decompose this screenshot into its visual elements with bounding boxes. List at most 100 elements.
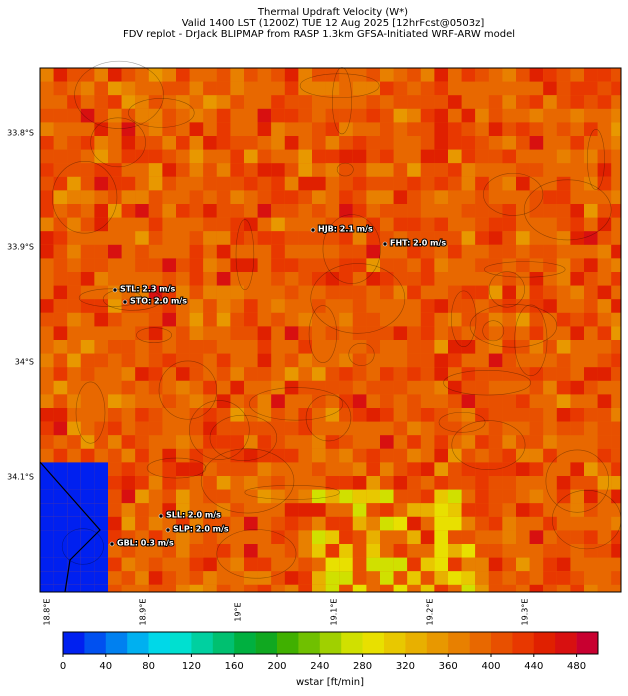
field-cell	[108, 244, 122, 259]
field-cell	[461, 231, 476, 245]
field-cell	[284, 584, 299, 592]
field-cell	[352, 544, 367, 558]
field-cell	[162, 272, 176, 286]
field-cell	[108, 340, 122, 354]
field-cell	[216, 408, 231, 422]
field-cell	[121, 68, 136, 82]
field-cell	[298, 272, 312, 286]
field-cell	[325, 68, 340, 82]
field-cell	[434, 108, 448, 123]
field-cell	[148, 312, 163, 327]
field-cell	[135, 258, 149, 272]
field-cell	[53, 272, 68, 286]
field-cell	[162, 136, 176, 150]
field-cell	[366, 244, 380, 259]
field-cell	[135, 462, 149, 476]
field-cell	[380, 380, 394, 395]
field-cell	[271, 190, 285, 204]
field-cell	[380, 285, 394, 300]
field-cell	[420, 462, 435, 476]
field-cell	[176, 163, 190, 177]
field-cell	[284, 448, 299, 463]
field-cell	[393, 326, 408, 340]
field-cell	[611, 299, 621, 313]
field-cell	[434, 571, 448, 585]
field-cell	[475, 149, 489, 164]
field-cell	[448, 231, 462, 245]
field-cell	[135, 516, 149, 531]
field-cell	[434, 81, 448, 96]
field-cell	[570, 503, 584, 517]
field-cell	[556, 231, 571, 245]
field-cell	[67, 217, 81, 232]
field-cell	[271, 571, 285, 585]
field-cell	[80, 68, 95, 82]
field-cell	[230, 136, 244, 150]
field-cell	[162, 394, 176, 408]
field-cell	[339, 380, 353, 395]
field-cell	[339, 571, 353, 585]
field-cell	[502, 462, 516, 476]
field-cell	[366, 326, 380, 340]
field-cell	[203, 435, 217, 449]
field-cell	[284, 516, 299, 531]
field-cell	[230, 462, 244, 476]
field-cell	[80, 544, 95, 558]
field-cell	[420, 108, 435, 123]
station-label: FHT: 2.0 m/s	[390, 239, 446, 248]
field-cell	[257, 340, 272, 354]
field-cell	[556, 258, 571, 272]
field-cell	[244, 557, 258, 572]
contour	[308, 305, 338, 363]
field-cell	[380, 408, 394, 422]
field-cell	[67, 544, 81, 558]
field-cell	[543, 68, 557, 82]
field-cell	[516, 408, 530, 422]
field-cell	[80, 435, 95, 449]
map-frame	[39, 67, 622, 593]
field-cell	[516, 122, 530, 136]
field-cell	[67, 272, 81, 286]
field-cell	[230, 204, 244, 218]
field-cell	[543, 367, 557, 381]
field-cell	[434, 503, 448, 517]
field-cell	[40, 176, 54, 191]
field-cell	[420, 340, 435, 354]
field-cell	[121, 489, 136, 504]
field-cell	[366, 217, 380, 232]
field-cell	[570, 285, 584, 300]
field-cell	[271, 272, 285, 286]
contour	[310, 263, 406, 334]
field-cell	[502, 326, 516, 340]
field-cell	[380, 476, 394, 490]
contour	[136, 327, 173, 343]
field-cell	[448, 394, 462, 408]
field-cell	[203, 204, 217, 218]
field-cell	[94, 217, 108, 232]
field-cell	[257, 231, 272, 245]
field-cell	[148, 176, 163, 191]
source: FDV replot - DrJack BLIPMAP from RASP 1.…	[123, 29, 515, 40]
field-cell	[488, 516, 503, 531]
field-cell	[257, 122, 272, 136]
field-cell	[584, 285, 598, 300]
field-cell	[176, 204, 190, 218]
field-cell	[584, 476, 598, 490]
field-cell	[148, 557, 163, 572]
field-cell	[148, 68, 163, 82]
contour	[483, 172, 544, 216]
field-cell	[611, 353, 621, 368]
field-cell	[543, 584, 557, 592]
field-cell	[556, 68, 571, 82]
field-cell	[352, 394, 367, 408]
field-cell	[380, 326, 394, 340]
field-cell	[502, 530, 516, 544]
field-cell	[393, 516, 408, 531]
field-cell	[584, 122, 598, 136]
field-cell	[176, 503, 190, 517]
field-cell	[162, 68, 176, 82]
field-cell	[325, 272, 340, 286]
colorbar-swatch	[127, 632, 149, 654]
field-cell	[67, 299, 81, 313]
field-cell	[611, 340, 621, 354]
